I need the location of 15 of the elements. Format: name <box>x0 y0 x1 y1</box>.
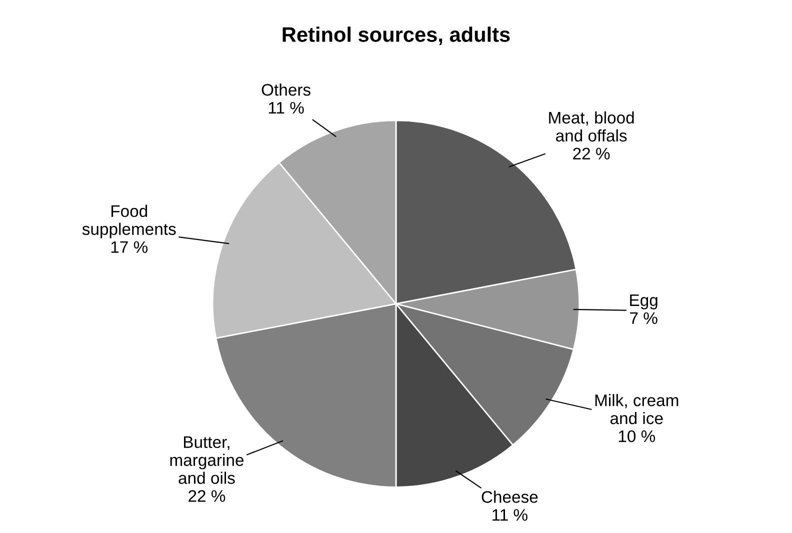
slice-label: Others <box>262 84 310 96</box>
slice-label: Food supplements <box>82 204 176 238</box>
data-label: 17 % <box>111 241 148 253</box>
slice-label: Egg <box>630 294 658 310</box>
slice-label: Meat, blood and offals <box>549 111 634 142</box>
data-label: 11 % <box>492 509 528 521</box>
data-label: 7 % <box>630 312 658 324</box>
chart-title: Retinol sources, adults <box>282 26 510 45</box>
data-label: 22 % <box>188 490 226 502</box>
data-label: 10 % <box>618 430 656 442</box>
slice-label: Cheese <box>482 490 538 503</box>
data-label: 22 % <box>573 148 610 160</box>
data-label: 11 % <box>268 102 304 114</box>
slice-label: Butter, margarine and oils <box>170 436 244 484</box>
slice-label: Milk, cream and ice <box>595 394 678 424</box>
